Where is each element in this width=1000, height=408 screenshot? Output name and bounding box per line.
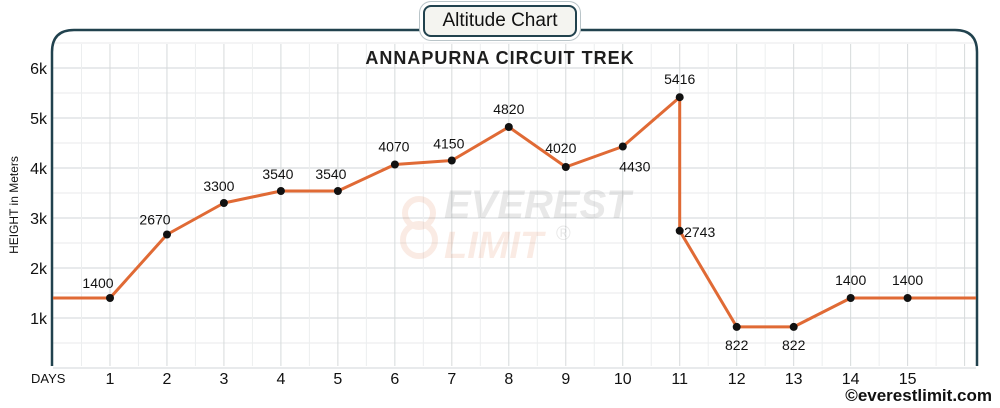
chart-grid [53, 42, 976, 369]
x-tick-label: 4 [276, 371, 285, 388]
registered-mark: ® [556, 223, 571, 245]
x-tick-label: 5 [333, 371, 342, 388]
x-tick-label: 13 [785, 371, 803, 388]
data-point [618, 142, 627, 151]
data-point [675, 226, 684, 235]
data-point [789, 322, 798, 331]
footer-credit: ©everestlimit.com [845, 386, 992, 405]
x-tick-label: 10 [614, 371, 632, 388]
chart-title: ANNAPURNA CIRCUIT TREK [365, 48, 634, 68]
data-label: 4430 [619, 159, 650, 175]
data-point [276, 187, 285, 195]
data-point [903, 294, 912, 302]
watermark: EVEREST LIMIT ® [400, 183, 634, 267]
data-label: 1400 [892, 272, 923, 288]
y-tick-label: 5k [30, 111, 48, 128]
data-point [390, 160, 399, 169]
data-label: 5416 [664, 71, 695, 87]
altitude-series [53, 93, 976, 331]
data-label: 3540 [262, 166, 293, 182]
y-tick-labels: 1k 2k 3k 4k 5k 6k [30, 61, 48, 328]
y-axis-label: HEIGHT in Meters [7, 156, 21, 254]
data-label: 4070 [378, 139, 409, 155]
x-tick-label: 6 [390, 371, 399, 388]
x-tick-label: 14 [842, 371, 860, 388]
data-label: 4820 [493, 101, 524, 117]
altitude-line [53, 95, 976, 329]
data-label: 2743 [684, 224, 715, 240]
data-point [219, 199, 228, 207]
data-point [675, 93, 684, 102]
x-tick-label: 7 [447, 371, 456, 388]
chart-badge: Altitude Chart [423, 5, 577, 37]
data-label: 2670 [139, 212, 170, 228]
x-tick-label: 12 [728, 371, 746, 388]
data-label: 1400 [82, 275, 113, 291]
data-label: 822 [782, 337, 806, 353]
data-point [163, 230, 171, 239]
y-tick-label: 3k [30, 211, 48, 228]
data-point [447, 156, 456, 165]
data-point [561, 163, 570, 171]
watermark-text-2: LIMIT [444, 225, 546, 267]
data-label: 3300 [203, 178, 234, 194]
x-axis-label: DAYS [31, 371, 66, 386]
data-label: 3540 [315, 166, 346, 182]
watermark-text-1: EVEREST [444, 183, 634, 227]
data-point [333, 187, 342, 195]
x-tick-labels: 1 2 3 4 5 6 7 8 9 10 11 12 13 14 15 [106, 371, 917, 388]
y-tick-label: 4k [30, 161, 48, 178]
data-label: 4150 [433, 136, 464, 152]
y-tick-label: 6k [30, 61, 48, 78]
x-tick-label: 3 [219, 371, 228, 388]
data-label: 822 [725, 337, 749, 353]
x-tick-label: 2 [162, 371, 171, 388]
data-labels: 1400 2670 3300 3540 3540 4070 4150 4820 4020 4430… [82, 71, 923, 353]
x-tick-label: 1 [106, 371, 115, 388]
x-tick-label: 11 [671, 371, 688, 388]
x-tick-label: 9 [561, 371, 570, 388]
data-point [732, 322, 741, 331]
data-label: 1400 [835, 272, 866, 288]
y-tick-label: 1k [30, 311, 48, 328]
x-tick-label: 8 [504, 371, 513, 388]
y-tick-label: 2k [30, 261, 48, 278]
x-tick-label: 15 [899, 371, 917, 388]
data-point [106, 294, 114, 302]
data-point [846, 294, 855, 302]
data-point [504, 123, 513, 131]
data-label: 4020 [545, 140, 576, 156]
